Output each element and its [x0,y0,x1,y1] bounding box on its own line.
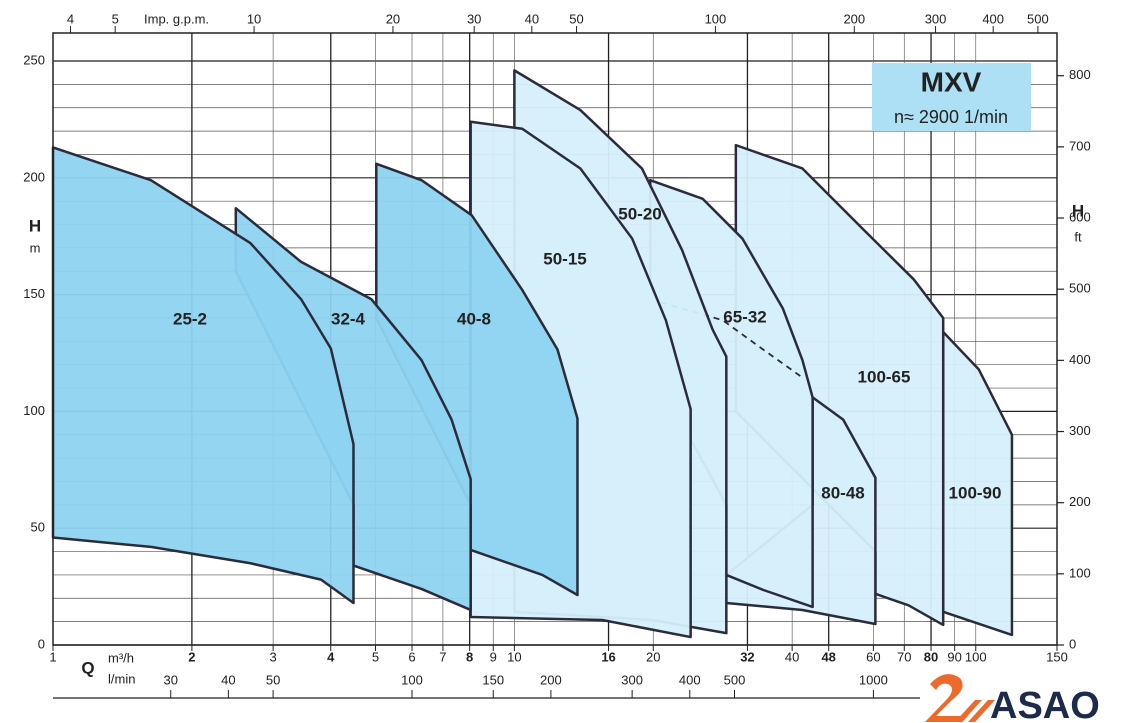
x2-tick-label: 100 [401,672,423,687]
logo-stripes [955,700,995,722]
x-tick-label: 100 [965,649,987,664]
x-tick-label: 60 [866,649,880,664]
x-tick-label: 6 [408,649,415,664]
y2-tick-label: 300 [1069,423,1091,438]
logo: ASAO [920,668,1124,723]
x-tick-label: 3 [270,649,277,664]
x-tick-label: 1 [49,649,56,664]
x3-tick-label: 200 [843,11,865,26]
chart-title: MXV [921,66,982,97]
x2-tick-label: 30 [164,672,178,687]
x2-tick-label: 400 [679,672,701,687]
x2-tick-label: 50 [266,672,280,687]
y2-axis-unit: ft [1074,229,1082,244]
x-tick-label: 4 [327,649,335,664]
chart-subtitle: n≈ 2900 1/min [894,107,1008,127]
x-tick-label: 9 [490,649,497,664]
y-tick-label: 200 [23,169,45,184]
x-tick-label: 2 [188,649,195,664]
y-tick-label: 50 [31,520,45,535]
plot-frame [52,32,1058,646]
x2-tick-label: 200 [540,672,562,687]
y-axis-label: H [29,216,41,235]
x3-tick-label: 500 [1027,11,1049,26]
area-labels: 25-2 32-4 40-8 50-15 50-20 65-32 80-48 100-65 10… [173,204,1001,502]
y-tick-label: 150 [23,286,45,301]
x3-tick-label: 300 [925,11,947,26]
x3-axis-unit: Imp. g.p.m. [144,11,209,26]
x-tick-label: 7 [439,649,446,664]
y2-tick-label: 0 [1069,636,1076,651]
area-label: 65-32 [723,307,766,326]
x-tick-label: 80 [924,649,938,664]
x2-tick-label: 150 [482,672,504,687]
area-label: 100-65 [858,367,911,386]
area-label: 32-4 [331,309,366,328]
x-tick-label: 90 [947,649,961,664]
x2-axis-unit: l/min [108,671,135,686]
area-label: 40-8 [457,309,491,328]
x-tick-label: 20 [646,649,660,664]
y2-tick-label: 400 [1069,352,1091,367]
x3-tick-label: 10 [247,11,261,26]
area-label: 50-20 [618,204,661,223]
pump-area [51,146,355,605]
area-label: 80-48 [821,483,864,502]
x-tick-label: 150 [1046,649,1068,664]
logo-text: ASAO [990,685,1100,723]
y2-tick-label: 800 [1069,67,1091,82]
x2-tick-label: 40 [221,672,235,687]
y-tick-label: 100 [23,403,45,418]
x2-tick-label: 500 [724,672,746,687]
title-box [872,63,1031,131]
x3-tick-label: 4 [67,11,74,26]
x3-tick-label: 100 [705,11,727,26]
x-tick-label: 16 [601,649,615,664]
y2-tick-label: 700 [1069,138,1091,153]
x-tick-label: 10 [507,649,521,664]
area-label: 25-2 [173,309,207,328]
x-tick-label: 48 [821,649,835,664]
logo-mark [925,674,968,722]
x-tick-label: 40 [785,649,799,664]
x3-tick-label: 30 [467,11,481,26]
y-tick-label: 0 [38,636,45,651]
x3-tick-label: 20 [386,11,400,26]
x-axis-unit: m³/h [108,650,134,665]
x3-tick-label: 5 [112,11,119,26]
y-tick-label: 250 [23,52,45,67]
y-axis-unit: m [30,240,41,255]
y2-tick-label: 200 [1069,494,1091,509]
area-label: 100-90 [949,483,1002,502]
x-tick-label: 5 [372,649,379,664]
x-tick-label: 32 [740,649,754,664]
y2-tick-label: 100 [1069,565,1091,580]
x3-tick-label: 50 [569,11,583,26]
x-tick-label: 8 [466,649,473,664]
plot-areas [51,69,1014,639]
x3-tick-label: 400 [982,11,1004,26]
y2-tick-label: 500 [1069,281,1091,296]
x-axis-label: Q [81,658,94,677]
x3-tick-label: 40 [525,11,539,26]
x-tick-label: 70 [897,649,911,664]
area-label: 50-15 [543,249,586,268]
y2-tick-label: 600 [1069,209,1091,224]
y2-axis-label: H [1072,201,1084,220]
x2-tick-label: 1000 [859,672,888,687]
x2-tick-label: 300 [621,672,643,687]
